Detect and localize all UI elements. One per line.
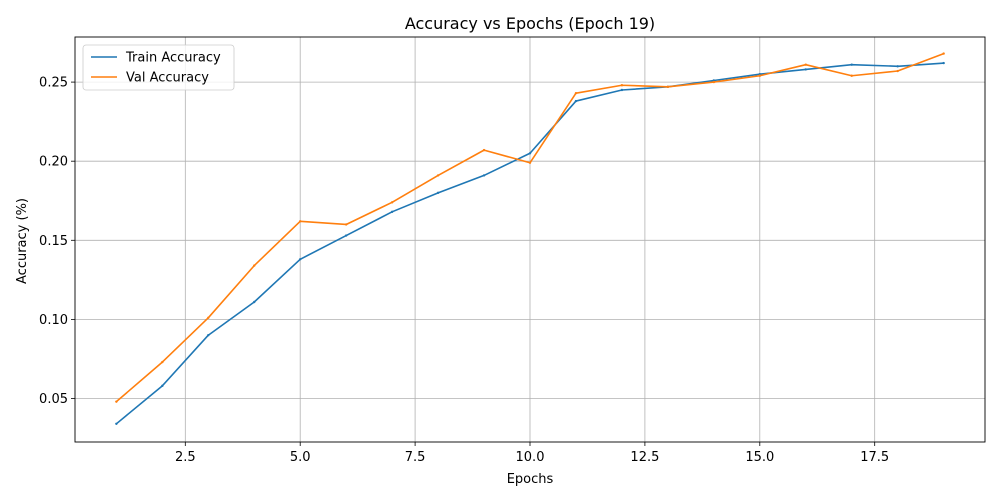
x-tick-label: 7.5 [405, 450, 426, 465]
data-point [253, 264, 256, 267]
data-point [253, 300, 256, 304]
data-point [896, 69, 899, 73]
data-point [850, 74, 853, 77]
y-tick-label: 0.20 [39, 155, 68, 170]
x-tick-label: 17.5 [860, 450, 889, 465]
legend-box [82, 44, 235, 91]
data-point [712, 80, 716, 84]
data-point [620, 84, 624, 87]
chart-title: Accuracy vs Epochs (Epoch 19) [405, 14, 655, 33]
x-tick-label: 15.0 [745, 450, 774, 465]
data-point [666, 85, 670, 89]
y-tick-label: 0.25 [39, 76, 68, 91]
y-tick-label: 0.15 [39, 234, 68, 249]
data-point [804, 63, 807, 66]
data-point [620, 88, 624, 92]
data-point [942, 52, 945, 55]
data-point [344, 234, 348, 237]
data-point [299, 220, 302, 223]
x-tick-label: 5.0 [290, 450, 311, 465]
data-point [115, 400, 118, 403]
data-point [482, 174, 486, 177]
y-axis-label: Accuracy (%) [15, 198, 30, 284]
y-tick-label: 0.10 [39, 313, 68, 328]
data-point [390, 201, 394, 204]
x-tick-label: 12.5 [630, 450, 659, 465]
data-point [758, 74, 761, 77]
data-point [574, 91, 578, 95]
data-point [436, 191, 440, 195]
data-point [574, 99, 578, 103]
legend: Train Accuracy Val Accuracy [82, 44, 235, 91]
series-layer [115, 52, 945, 426]
data-point [436, 174, 440, 177]
data-point [896, 65, 899, 68]
axis-layer: 2.5 5.0 7.5 10.0 12.5 15.0 17.5 0.05 0.10 0.15 0.2… [39, 76, 889, 465]
data-point [804, 68, 807, 71]
data-point [850, 63, 853, 66]
data-point [299, 258, 302, 261]
data-point [115, 422, 118, 426]
x-tick-label: 10.0 [516, 450, 545, 465]
data-point [344, 223, 348, 226]
y-tick-label: 0.05 [39, 392, 68, 407]
data-point [942, 61, 945, 65]
x-tick-label: 2.5 [175, 450, 196, 465]
legend-label: Train Accuracy [125, 51, 221, 66]
data-point [161, 384, 164, 388]
data-point [161, 360, 164, 364]
data-point [528, 161, 532, 164]
data-point [207, 334, 210, 337]
data-point [390, 210, 394, 214]
x-axis-label: Epochs [507, 472, 554, 487]
data-point [528, 152, 532, 155]
legend-label: Val Accuracy [126, 71, 209, 86]
grid-layer [75, 37, 985, 442]
data-point [207, 316, 210, 320]
data-point [482, 148, 486, 152]
